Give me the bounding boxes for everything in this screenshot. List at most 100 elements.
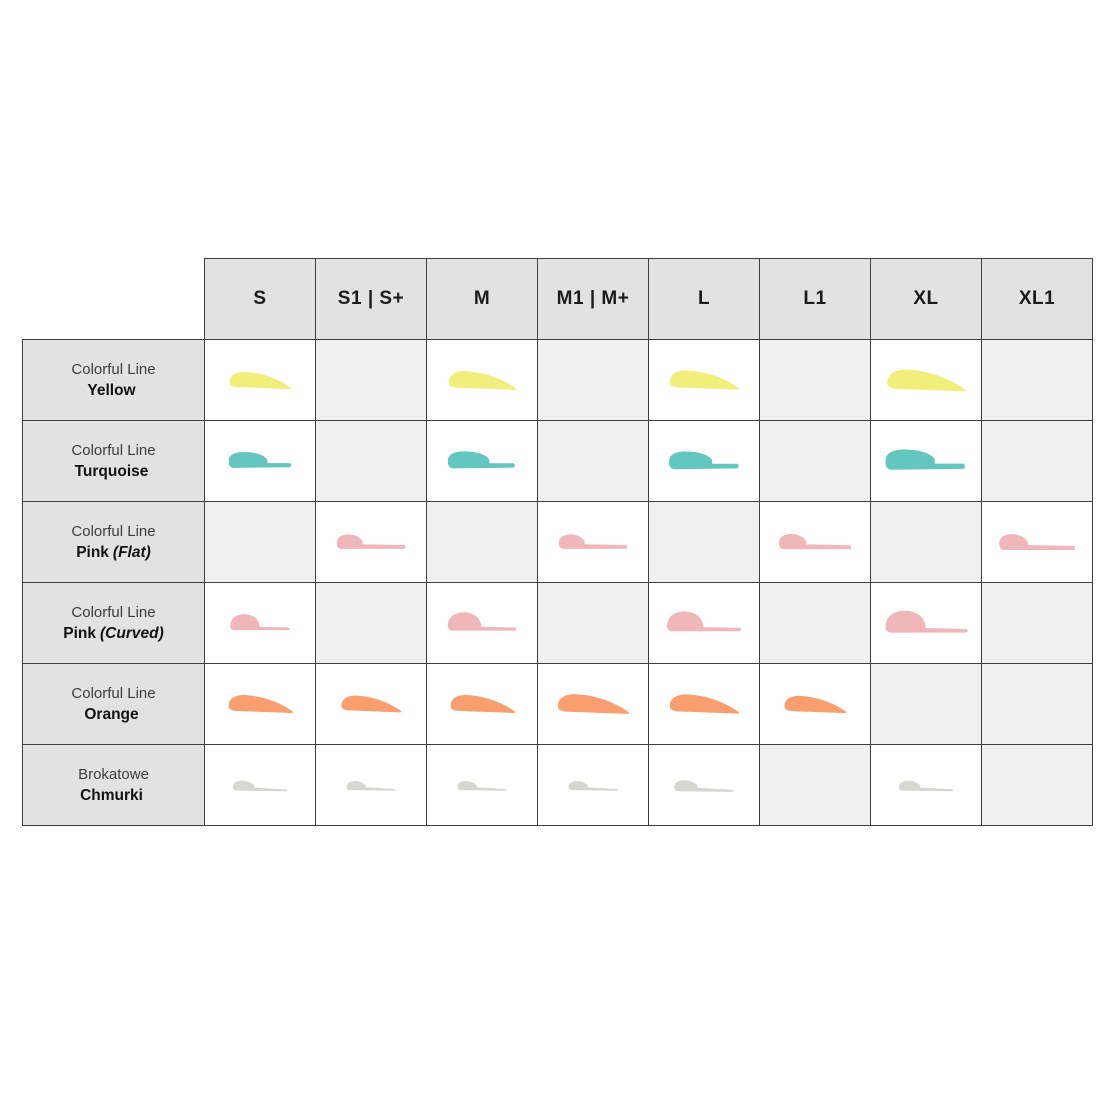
row-name-text: Orange [84,705,139,723]
dome-lash-pad-icon [885,610,968,633]
size-cell-available [204,339,316,421]
step-lash-pad-icon [885,449,965,470]
size-cell-empty [981,420,1093,502]
column-header: S1 | S+ [315,258,427,340]
row-label-name: Turquoise [23,463,204,481]
row-label: Colorful Line Pink (Flat) [22,501,205,583]
wing-lash-pad-icon [557,694,630,714]
row-name-text: Yellow [87,381,136,399]
wing-lash-pad-icon [669,370,740,390]
size-cell-available [204,744,316,826]
size-cell-available [426,744,538,826]
column-header: L [648,258,760,340]
row-label: Colorful Line Turquoise [22,420,205,502]
size-cell-available [426,420,538,502]
size-cell-empty [981,582,1093,664]
row-name-text: Pink [63,624,96,642]
size-cell-available [204,663,316,745]
row-label: Brokatowe Chmurki [22,744,205,826]
size-cell-empty [426,501,538,583]
size-cell-available [315,744,427,826]
dome-lash-pad-icon [667,611,742,632]
wing-lash-pad-icon [784,695,847,713]
size-cell-empty [759,420,871,502]
size-cell-available [204,420,316,502]
size-cell-available [315,663,427,745]
cloud-lash-pad-icon [673,780,734,792]
size-cell-empty [870,663,982,745]
size-availability-table: S S1 | S+ M M1 | M+ L L1 XL XL1 Colorful Line Yel… [22,258,1093,826]
size-cell-available [870,582,982,664]
size-cell-available [315,501,427,583]
wing-lash-pad-icon [450,695,515,713]
size-cell-empty [537,339,649,421]
cloud-lash-pad-icon [898,780,953,792]
row-label-name: Yellow [23,382,204,400]
column-header: L1 [759,258,871,340]
step-lash-pad-icon [447,451,515,469]
wing-lash-pad-icon [341,695,402,713]
size-cell-available [759,663,871,745]
flat-lash-pad-icon [336,534,406,549]
corner-cell [22,258,205,340]
row-label-name: Pink (Flat) [23,544,204,562]
size-cell-available [870,420,982,502]
flat-lash-pad-icon [779,534,852,550]
size-cell-available [648,582,760,664]
size-cell-available [426,339,538,421]
size-cell-empty [759,582,871,664]
size-cell-empty [870,501,982,583]
column-header: M [426,258,538,340]
row-label-line: Colorful Line [71,522,156,540]
row-label-line: Brokatowe [78,765,149,783]
dome-lash-pad-icon [447,612,517,631]
cloud-lash-pad-icon [345,781,396,791]
size-cell-empty [981,663,1093,745]
size-cell-empty [204,501,316,583]
size-cell-available [648,339,760,421]
size-cell-available [870,744,982,826]
row-name-suffix: (Flat) [112,543,151,561]
column-header: XL1 [981,258,1093,340]
row-name-text: Chmurki [80,786,143,804]
wing-lash-pad-icon [887,369,966,391]
size-cell-available [537,663,649,745]
size-cell-empty [981,339,1093,421]
row-label-name: Chmurki [23,787,204,805]
row-label-line: Colorful Line [71,684,156,702]
size-cell-available [759,501,871,583]
step-lash-pad-icon [228,452,291,468]
size-cell-available [204,582,316,664]
row-label-line: Colorful Line [71,603,156,621]
size-cell-empty [759,339,871,421]
row-label-name: Orange [23,706,204,724]
size-cell-empty [537,420,649,502]
size-cell-available [648,420,760,502]
cloud-lash-pad-icon [232,780,287,792]
row-label-line: Colorful Line [71,360,156,378]
size-cell-available [426,582,538,664]
cloud-lash-pad-icon [567,781,618,791]
row-name-text: Turquoise [74,462,149,480]
row-name-suffix: (Curved) [100,624,164,642]
size-cell-empty [648,501,760,583]
row-label: Colorful Line Orange [22,663,205,745]
column-header: XL [870,258,982,340]
row-name-text: Pink [76,543,109,561]
step-lash-pad-icon [668,450,739,469]
size-cell-available [537,501,649,583]
wing-lash-pad-icon [229,371,292,389]
cloud-lash-pad-icon [456,781,507,791]
size-cell-empty [981,744,1093,826]
size-cell-available [648,744,760,826]
flat-lash-pad-icon [558,534,628,549]
size-cell-empty [315,339,427,421]
size-cell-available [981,501,1093,583]
column-header: M1 | M+ [537,258,649,340]
size-cell-empty [537,582,649,664]
size-cell-available [426,663,538,745]
row-label-name: Pink (Curved) [23,625,204,643]
dome-lash-pad-icon [230,613,290,630]
size-cell-empty [315,420,427,502]
